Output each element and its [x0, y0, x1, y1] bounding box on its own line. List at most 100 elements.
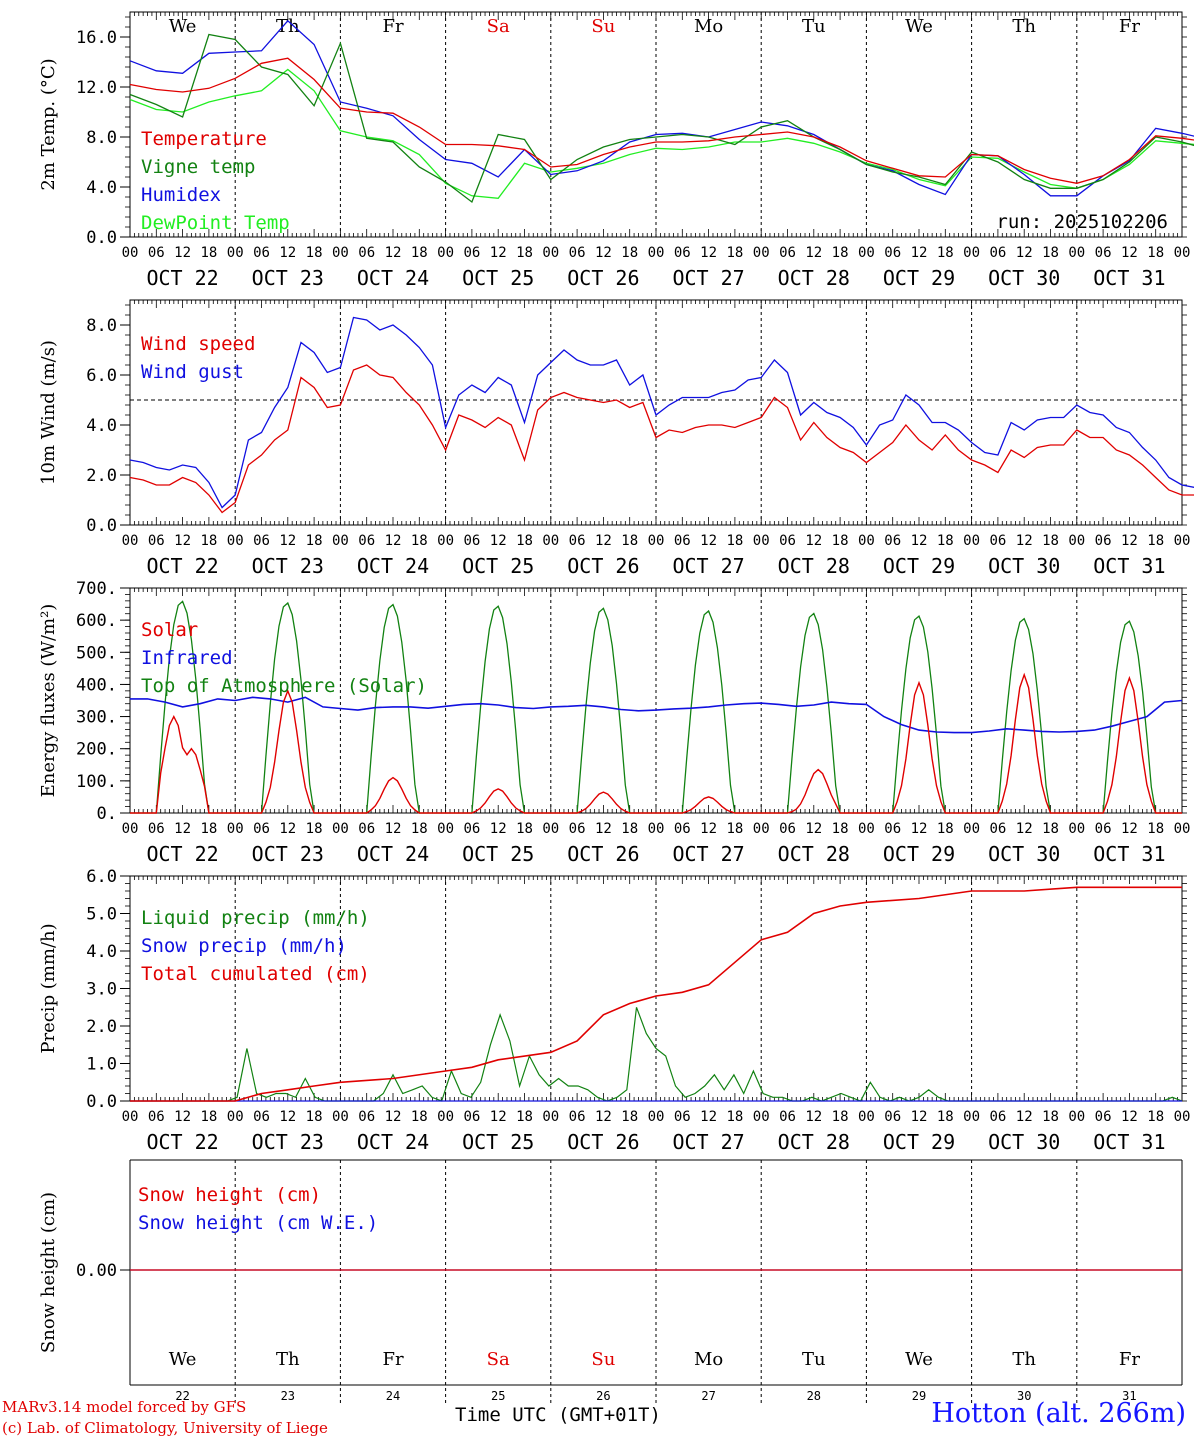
y-tick-label: 0.0: [86, 1092, 117, 1112]
hour-tick-label: 18: [411, 245, 428, 261]
hour-tick-label: 18: [832, 821, 849, 837]
hour-tick-label: 00: [227, 821, 244, 837]
series-line-infrared: [130, 696, 1183, 734]
y-tick-label: 2.0: [86, 466, 117, 486]
weekday-label: Su: [591, 1349, 615, 1370]
hour-tick-label: 12: [805, 821, 822, 837]
hour-tick-label: 18: [726, 1109, 743, 1125]
panel-wind: 0.0 2.0 4.0 6.0 8.0 10m Wind (m/s) 00 06 12 18 00 0…: [38, 299, 1194, 578]
date-label: OCT 24: [357, 266, 429, 290]
y-axis-label: 10m Wind (m/s): [38, 340, 59, 485]
date-label: OCT 25: [462, 1130, 534, 1154]
legend-entry: Wind speed: [141, 333, 255, 355]
date-label: OCT 26: [567, 1130, 639, 1154]
hour-tick-label: 00: [648, 821, 665, 837]
panel-frame: [129, 11, 1183, 238]
weekday-label: We: [905, 1349, 933, 1370]
hour-tick-label: 00: [963, 245, 980, 261]
hour-tick-label: 18: [516, 1109, 533, 1125]
hour-tick-label: 18: [411, 1109, 428, 1125]
hour-tick-label: 06: [569, 533, 586, 549]
y-axis-label: 2m Temp. (°C): [38, 58, 59, 190]
hour-tick-label: 06: [463, 821, 480, 837]
hour-tick-label: 00: [437, 1109, 454, 1125]
hour-tick-label: 06: [1095, 245, 1112, 261]
y-tick-label: 12.0: [76, 78, 117, 98]
day-number-label: 28: [807, 1389, 821, 1403]
hour-tick-label: 12: [279, 1109, 296, 1125]
hour-tick-label: 00: [858, 533, 875, 549]
hour-tick-label: 12: [700, 533, 717, 549]
run-annotation: run: 2025102206: [996, 211, 1168, 233]
date-label: OCT 31: [1093, 266, 1165, 290]
hour-tick-label: 00: [858, 245, 875, 261]
hour-tick-label: 18: [937, 1109, 954, 1125]
hour-tick-label: 00: [1174, 1109, 1191, 1125]
day-number-label: 30: [1017, 1389, 1031, 1403]
panel-snow: 0.00 Snow height (cm) Snow height (cm) Snow…: [38, 1159, 1183, 1403]
hour-tick-label: 12: [174, 821, 191, 837]
hour-tick-label: 06: [779, 533, 796, 549]
hour-tick-label: 12: [385, 821, 402, 837]
hour-tick-label: 06: [674, 245, 691, 261]
hour-tick-label: 18: [726, 245, 743, 261]
hour-tick-label: 00: [542, 821, 559, 837]
hour-tick-label: 18: [1147, 821, 1164, 837]
hour-tick-label: 18: [832, 1109, 849, 1125]
series-line-dewpoint-temp: [129, 68, 1194, 199]
hour-tick-label: 00: [1174, 821, 1191, 837]
hour-tick-label: 18: [832, 533, 849, 549]
weekday-label: Fr: [1119, 16, 1140, 37]
weekday-label: We: [169, 16, 197, 37]
y-tick-label: 300.: [76, 708, 117, 728]
weekday-label: Th: [1012, 16, 1036, 37]
y-tick-label: 3.0: [86, 980, 117, 1000]
date-label: OCT 22: [146, 266, 218, 290]
hour-tick-label: 00: [963, 821, 980, 837]
y-axis-label: Precip (mm/h): [38, 923, 59, 1053]
date-label: OCT 31: [1093, 554, 1165, 578]
hour-tick-label: 06: [463, 1109, 480, 1125]
hour-tick-label: 06: [463, 533, 480, 549]
hour-tick-label: 06: [779, 245, 796, 261]
hour-tick-label: 06: [674, 1109, 691, 1125]
hour-tick-label: 12: [1016, 533, 1033, 549]
hour-tick-label: 00: [1174, 533, 1191, 549]
date-label: OCT 31: [1093, 1130, 1165, 1154]
hour-tick-label: 00: [332, 821, 349, 837]
hour-tick-label: 18: [516, 533, 533, 549]
legend-entry: Snow precip (mm/h): [141, 935, 347, 957]
hour-tick-label: 00: [437, 533, 454, 549]
hour-tick-label: 00: [648, 245, 665, 261]
hour-tick-label: 06: [1095, 533, 1112, 549]
hour-tick-label: 00: [332, 245, 349, 261]
hour-tick-label: 18: [411, 821, 428, 837]
series-line-solar: [130, 672, 1182, 814]
y-tick-label: 500.: [76, 643, 117, 663]
hour-tick-label: 06: [569, 245, 586, 261]
station-name: Hotton (alt. 266m): [931, 1398, 1186, 1429]
hour-tick-label: 18: [200, 1109, 217, 1125]
hour-tick-label: 06: [989, 245, 1006, 261]
y-tick-label: 6.0: [86, 867, 117, 887]
date-label: OCT 27: [672, 554, 744, 578]
series-line-vigne-temp: [129, 33, 1194, 204]
hour-tick-label: 18: [306, 1109, 323, 1125]
y-tick-label: 4.0: [86, 178, 117, 198]
date-label: OCT 27: [672, 842, 744, 866]
hour-tick-label: 18: [200, 533, 217, 549]
weekday-label: Sa: [487, 16, 510, 37]
y-tick-label: 8.0: [86, 316, 117, 336]
hour-tick-label: 18: [937, 821, 954, 837]
hour-tick-label: 12: [1016, 245, 1033, 261]
series-line-total-cumulated: [130, 886, 1182, 1102]
hour-tick-label: 00: [753, 821, 770, 837]
date-label: OCT 29: [883, 266, 955, 290]
date-label: OCT 27: [672, 266, 744, 290]
hour-tick-label: 06: [358, 1109, 375, 1125]
date-label: OCT 30: [988, 554, 1060, 578]
hour-tick-label: 00: [753, 533, 770, 549]
hour-tick-label: 18: [1147, 1109, 1164, 1125]
hour-tick-label: 00: [437, 245, 454, 261]
hour-tick-label: 00: [648, 1109, 665, 1125]
